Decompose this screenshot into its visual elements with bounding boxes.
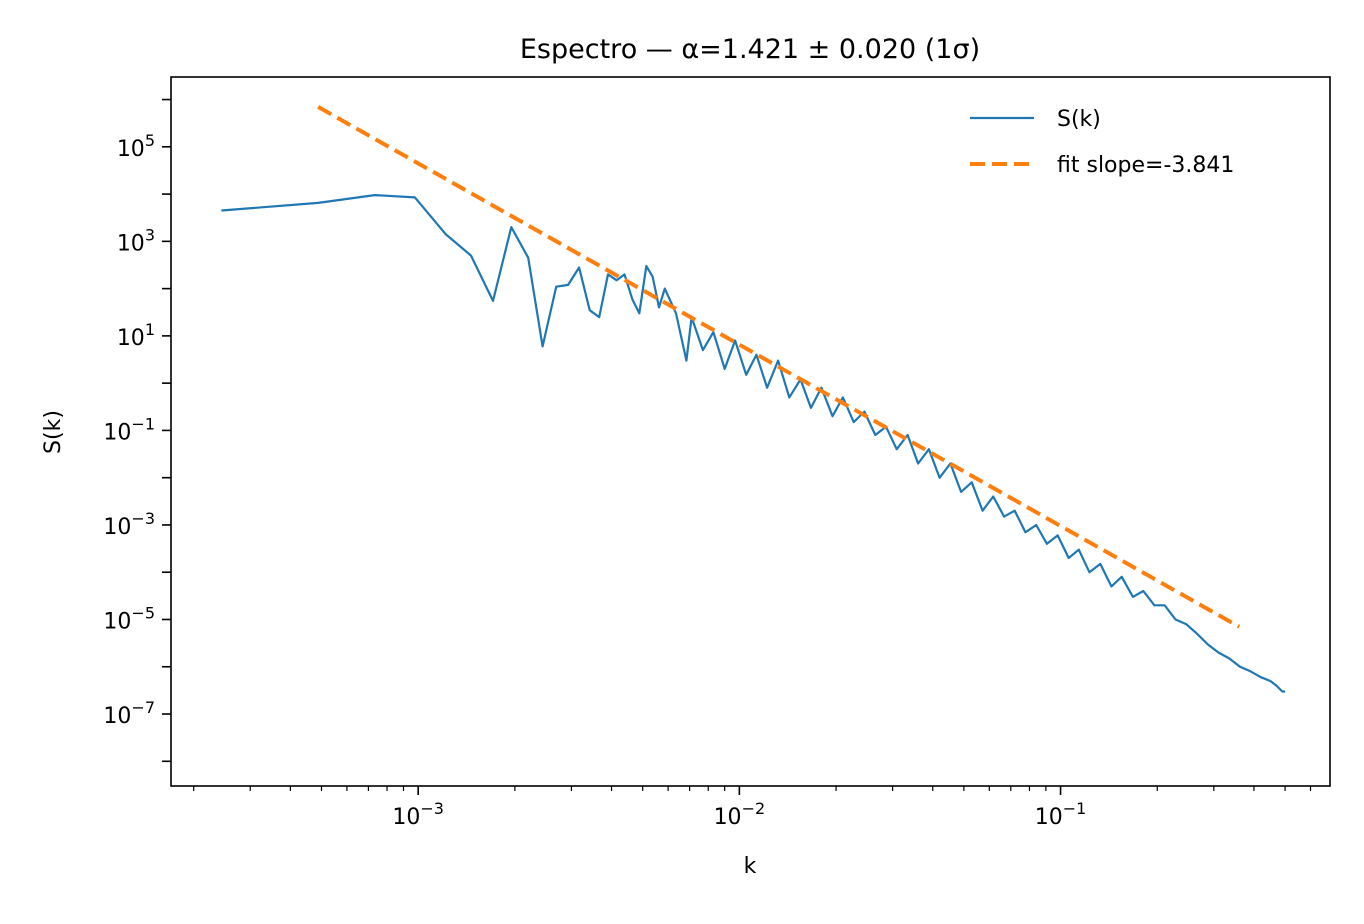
y-tick-label: 10−7	[103, 698, 155, 729]
y-tick-label: 10−5	[103, 603, 155, 634]
y-tick-label: 10−1	[103, 414, 155, 445]
x-axis-label: k	[744, 854, 757, 879]
y-axis: 105 103 101 10−1 10−3 10−5 10−7	[103, 98, 171, 763]
x-axis: 10−3 10−2 10−1	[193, 786, 1312, 830]
y-tick-label: 103	[117, 225, 155, 256]
series-line-fit	[317, 105, 1241, 629]
x-tick-label: 10−2	[714, 799, 766, 830]
legend: S(k) fit slope=-3.841	[970, 107, 1234, 178]
chart-title: Espectro — α=1.421 ± 0.020 (1σ)	[520, 34, 980, 65]
plot-area	[221, 105, 1286, 693]
y-tick-label: 10−3	[103, 509, 155, 540]
y-tick-label: 101	[117, 320, 155, 351]
y-axis-label: S(k)	[41, 410, 66, 454]
y-tick-label: 105	[117, 131, 155, 162]
axes-frame	[170, 76, 1331, 787]
legend-label: S(k)	[1057, 107, 1101, 132]
x-tick-label: 10−3	[392, 799, 444, 830]
x-tick-label: 10−1	[1035, 799, 1087, 830]
legend-label: fit slope=-3.841	[1057, 153, 1234, 178]
series-line-spectrum	[221, 194, 1286, 693]
